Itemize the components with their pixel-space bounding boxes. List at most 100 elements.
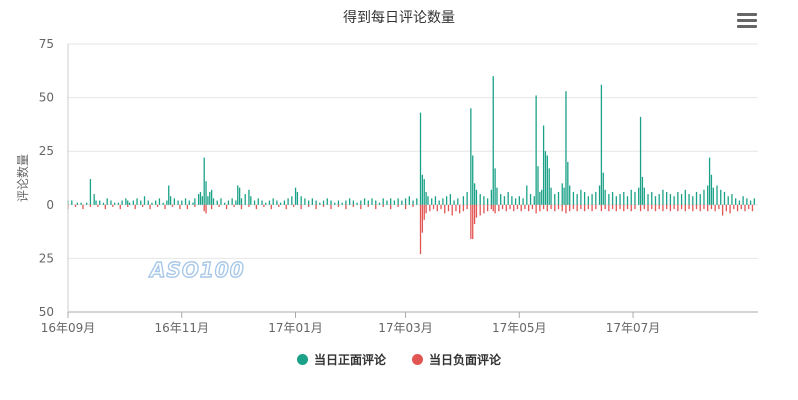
negative-bar[interactable] [651,204,653,210]
positive-bar[interactable] [494,168,496,205]
negative-bar[interactable] [205,204,207,214]
negative-bar[interactable] [82,204,84,210]
negative-bar[interactable] [528,204,530,212]
positive-bar[interactable] [626,196,629,205]
negative-bar[interactable] [591,204,593,212]
negative-bar[interactable] [479,204,481,216]
positive-bar[interactable] [110,200,112,205]
negative-bar[interactable] [429,204,431,212]
positive-bar[interactable] [231,198,233,205]
positive-bar[interactable] [544,151,547,205]
positive-bar[interactable] [337,200,340,205]
positive-bar[interactable] [363,198,366,205]
negative-bar[interactable] [604,204,606,210]
positive-bar[interactable] [727,196,729,205]
positive-bar[interactable] [248,189,250,205]
negative-bar[interactable] [498,204,500,212]
positive-bar[interactable] [352,200,355,205]
positive-bar[interactable] [746,198,748,205]
positive-bar[interactable] [416,198,418,205]
legend-item-positive[interactable]: 当日正面评论 [296,351,386,368]
positive-bar[interactable] [716,185,718,205]
negative-bar[interactable] [436,204,438,212]
positive-bar[interactable] [132,200,134,205]
positive-bar[interactable] [662,189,664,205]
positive-bar[interactable] [128,202,131,205]
positive-bar[interactable] [539,191,541,205]
positive-bar[interactable] [600,84,603,205]
positive-bar[interactable] [641,176,644,205]
negative-bar[interactable] [307,204,310,207]
negative-bar[interactable] [643,204,645,210]
positive-bar[interactable] [235,200,237,205]
positive-bar[interactable] [647,194,649,205]
negative-bar[interactable] [149,204,151,210]
negative-bar[interactable] [486,204,489,212]
positive-bar[interactable] [205,181,207,205]
positive-bar[interactable] [492,76,494,205]
positive-bar[interactable] [423,179,425,205]
negative-bar[interactable] [425,204,427,214]
legend-item-negative[interactable]: 当日负面评论 [412,351,501,368]
positive-bar[interactable] [615,196,617,205]
negative-bar[interactable] [516,204,519,210]
positive-bar[interactable] [557,191,560,205]
negative-bar[interactable] [470,204,472,240]
positive-bar[interactable] [220,198,222,205]
positive-bar[interactable] [188,200,190,205]
negative-bar[interactable] [736,204,739,212]
negative-bar[interactable] [483,204,485,214]
positive-bar[interactable] [604,189,606,205]
positive-bar[interactable] [209,191,211,205]
negative-bar[interactable] [595,204,597,210]
negative-bar[interactable] [315,204,317,210]
positive-bar[interactable] [580,189,582,205]
positive-bar[interactable] [80,202,82,205]
negative-bar[interactable] [658,204,660,210]
positive-bar[interactable] [537,166,539,205]
positive-bar[interactable] [684,189,686,205]
positive-bar[interactable] [500,194,502,205]
positive-bar[interactable] [127,200,129,205]
positive-bar[interactable] [192,202,194,205]
positive-bar[interactable] [177,200,179,205]
positive-bar[interactable] [393,200,396,205]
positive-bar[interactable] [634,191,636,205]
positive-bar[interactable] [294,187,297,205]
negative-bar[interactable] [684,204,686,212]
negative-bar[interactable] [542,204,545,210]
negative-bar[interactable] [171,204,174,207]
negative-bar[interactable] [164,204,166,210]
positive-bar[interactable] [731,194,733,205]
negative-bar[interactable] [352,204,355,207]
positive-bar[interactable] [457,198,459,205]
negative-bar[interactable] [725,204,727,212]
positive-bar[interactable] [749,200,752,205]
positive-bar[interactable] [155,200,157,205]
positive-bar[interactable] [99,200,101,205]
negative-bar[interactable] [127,204,129,207]
positive-bar[interactable] [692,196,694,205]
positive-bar[interactable] [669,194,672,205]
positive-bar[interactable] [563,187,565,205]
negative-bar[interactable] [714,204,716,212]
positive-bar[interactable] [425,191,427,205]
positive-bar[interactable] [591,194,593,205]
positive-bar[interactable] [550,187,552,205]
positive-bar[interactable] [643,187,645,205]
positive-bar[interactable] [253,200,256,205]
positive-bar[interactable] [238,187,241,205]
positive-bar[interactable] [169,196,172,205]
negative-bar[interactable] [455,204,457,212]
negative-bar[interactable] [156,204,159,207]
negative-bar[interactable] [546,204,548,212]
negative-bar[interactable] [561,204,563,212]
negative-bar[interactable] [721,204,724,216]
positive-bar[interactable] [283,200,286,205]
positive-bar[interactable] [470,108,472,205]
positive-bar[interactable] [630,189,632,205]
positive-bar[interactable] [401,200,403,205]
negative-bar[interactable] [554,204,556,212]
positive-bar[interactable] [212,198,215,205]
negative-bar[interactable] [141,204,144,207]
